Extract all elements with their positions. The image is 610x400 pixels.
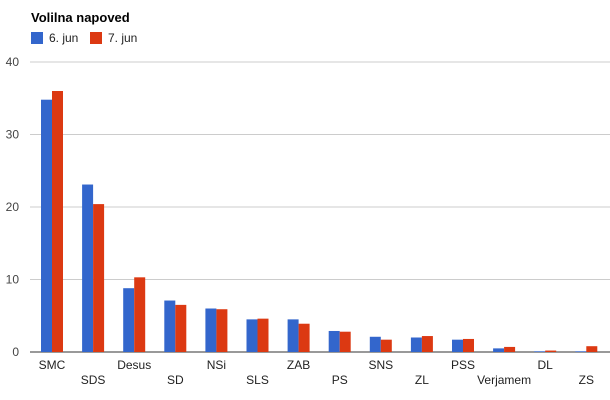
bar-series-2 xyxy=(339,331,351,352)
bar-series-2 xyxy=(93,204,105,352)
bar-series-1 xyxy=(205,308,217,352)
x-tick-label: Desus xyxy=(117,358,151,372)
bar-series-1 xyxy=(287,319,299,352)
bar-series-1 xyxy=(123,288,135,352)
bar-series-2 xyxy=(52,91,63,352)
x-tick-label: ZS xyxy=(579,373,594,387)
bar-series-1 xyxy=(246,319,258,352)
bar-series-2 xyxy=(380,339,392,352)
legend-swatch-series-1 xyxy=(31,32,43,44)
y-tick-label: 20 xyxy=(6,200,20,214)
legend-item-series-2: 7. jun xyxy=(90,31,137,45)
chart-title: Volilna napoved xyxy=(31,10,130,25)
bar-series-2 xyxy=(175,304,187,352)
x-tick-label: ZAB xyxy=(287,358,310,372)
bar-series-2 xyxy=(216,309,228,352)
bar-series-1 xyxy=(369,336,381,352)
bar-series-1 xyxy=(575,351,587,352)
bar-series-2 xyxy=(421,336,433,352)
x-tick-label: SMC xyxy=(39,358,66,372)
y-tick-label: 40 xyxy=(6,55,20,69)
legend-label-series-2: 7. jun xyxy=(108,31,138,45)
bar-series-1 xyxy=(452,339,463,352)
x-tick-label: SNS xyxy=(368,358,393,372)
bar-series-1 xyxy=(164,300,176,352)
x-tick-label: PSS xyxy=(451,358,475,372)
x-tick-label: ZL xyxy=(415,373,429,387)
x-tick-label: PS xyxy=(332,373,348,387)
legend-item-series-1: 6. jun xyxy=(31,31,78,45)
bar-series-2 xyxy=(257,318,269,352)
legend-swatch-series-2 xyxy=(90,32,102,44)
bar-series-1 xyxy=(410,337,422,352)
bar-series-2 xyxy=(298,323,310,352)
legend-label-series-1: 6. jun xyxy=(49,31,79,45)
x-tick-label: SDS xyxy=(81,373,106,387)
y-tick-label: 30 xyxy=(6,128,20,142)
bar-series-2 xyxy=(504,346,516,352)
bar-series-2 xyxy=(134,277,146,352)
bar-series-1 xyxy=(534,351,546,352)
x-tick-label: DL xyxy=(538,358,554,372)
bar-series-1 xyxy=(328,330,340,352)
y-tick-label: 10 xyxy=(6,273,20,287)
x-tick-label: SD xyxy=(167,373,184,387)
bar-series-1 xyxy=(82,184,94,352)
x-tick-label: SLS xyxy=(246,373,269,387)
bar-series-2 xyxy=(545,350,557,352)
bar-series-2 xyxy=(463,338,474,352)
x-tick-label: NSi xyxy=(207,358,226,372)
x-tick-label: Verjamem xyxy=(477,373,531,387)
bar-series-1 xyxy=(41,99,52,352)
bar-series-2 xyxy=(586,346,598,352)
y-tick-label: 0 xyxy=(12,345,19,359)
bar-series-1 xyxy=(493,348,505,352)
